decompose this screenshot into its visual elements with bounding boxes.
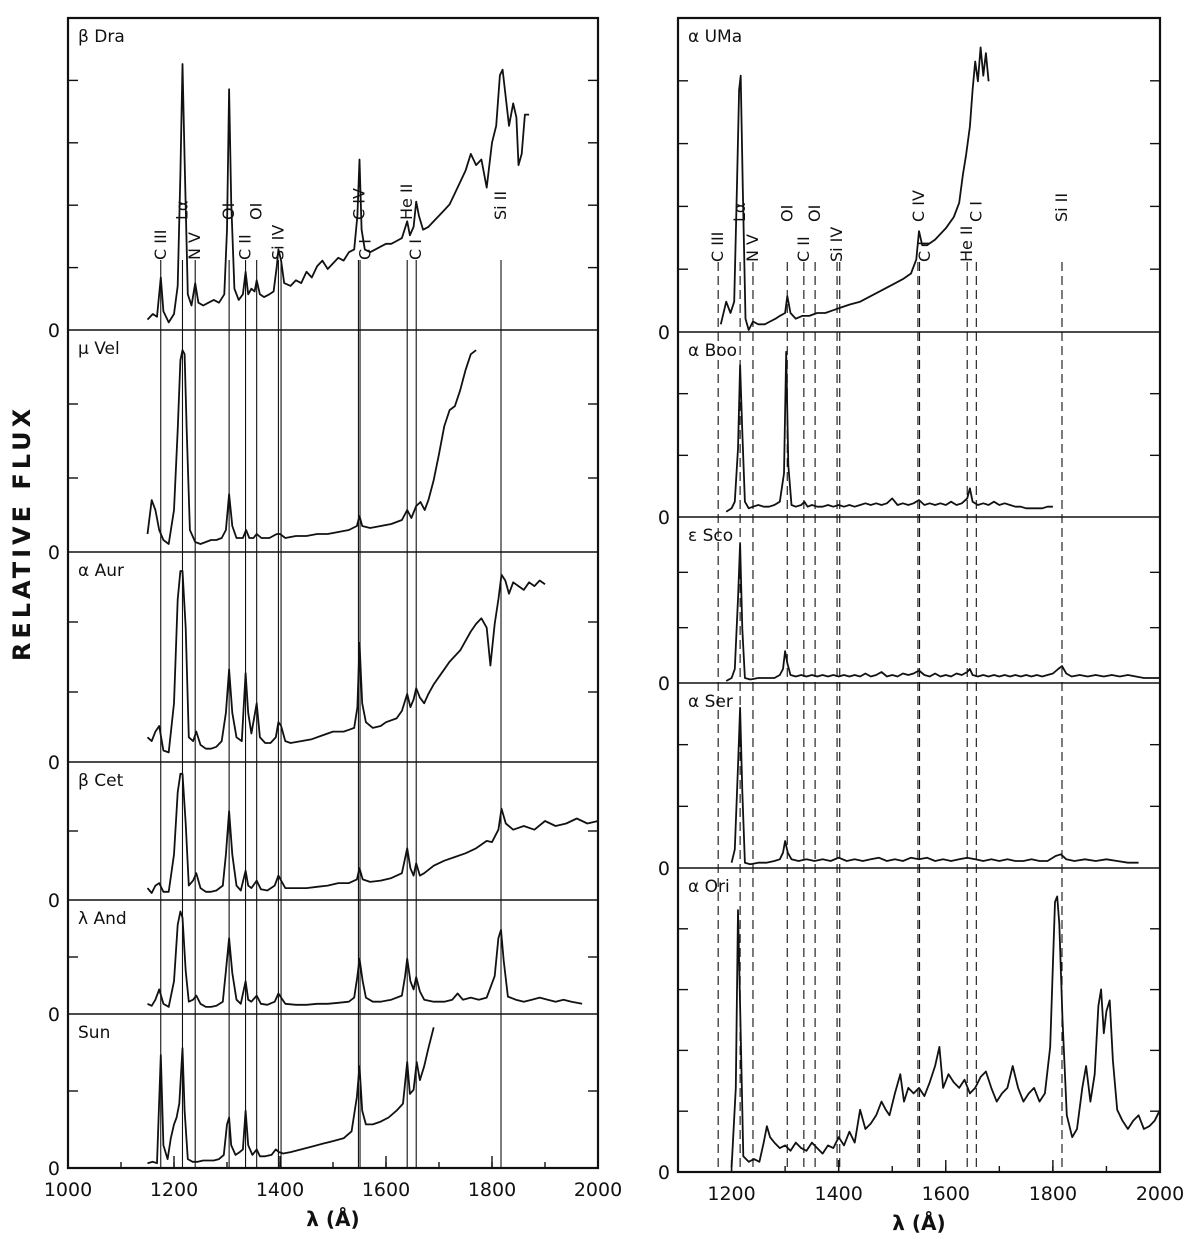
ion-label: C I <box>406 239 425 260</box>
ion-label: Si IV <box>268 225 287 260</box>
spectrum-trace <box>730 895 1161 1168</box>
spectrum-trace <box>725 350 1053 513</box>
spectrum-trace <box>147 910 583 1008</box>
y-axis-label: RELATIVE FLUX <box>8 405 36 661</box>
spectrum-trace <box>146 570 546 754</box>
x-tick-label: 1200 <box>150 1179 198 1201</box>
ion-label: Lα <box>730 203 749 222</box>
x-tick-label: 1800 <box>468 1179 516 1201</box>
star-label: ε Sco <box>688 526 733 546</box>
ion-label: C III <box>708 232 727 262</box>
zero-label: 0 <box>658 322 670 344</box>
ion-label: Si II <box>491 191 510 220</box>
x-tick-label: 2000 <box>574 1179 622 1201</box>
zero-label: 0 <box>658 507 670 529</box>
ion-label: C IV <box>909 190 928 222</box>
spectrum-trace <box>146 772 599 894</box>
ion-label: OI <box>219 203 238 220</box>
star-label: α Aur <box>78 561 124 581</box>
x-tick-label: 1800 <box>1029 1183 1077 1205</box>
x-tick-label: 1400 <box>256 1179 304 1201</box>
ion-label: N V <box>185 232 204 260</box>
zero-label: 0 <box>658 858 670 880</box>
ion-label: OI <box>805 205 824 222</box>
spectrum-trace <box>146 63 530 324</box>
zero-label: 0 <box>48 1004 60 1026</box>
zero-label: 0 <box>48 1158 60 1180</box>
star-label: β Dra <box>78 27 125 47</box>
spectrum-trace <box>730 706 1139 866</box>
zero-label: 0 <box>48 752 60 774</box>
ion-label: C I <box>966 201 985 222</box>
ion-label: C IV <box>350 188 369 220</box>
ion-label: C II <box>794 236 813 262</box>
star-label: λ And <box>78 909 127 929</box>
ion-label: OI <box>247 203 266 220</box>
ion-label: C I <box>355 239 374 260</box>
star-label: α Ori <box>688 877 730 897</box>
spectrum-trace <box>725 542 1160 682</box>
star-label: α Ser <box>688 692 733 712</box>
ion-label: He II <box>957 226 976 262</box>
ion-label: C III <box>151 230 170 260</box>
x-tick-label: 1600 <box>922 1183 970 1205</box>
zero-label: 0 <box>658 673 670 695</box>
zero-label: 0 <box>48 890 60 912</box>
ion-label: Lα <box>172 201 191 220</box>
star-label: α UMa <box>688 27 742 47</box>
ion-label: Si IV <box>827 227 846 262</box>
star-label: Sun <box>78 1023 110 1043</box>
zero-label: 0 <box>48 320 60 342</box>
x-axis-label: λ (Å) <box>892 1211 945 1235</box>
ion-label: Si II <box>1052 193 1071 222</box>
x-tick-label: 1600 <box>362 1179 410 1201</box>
zero-label: 0 <box>48 542 60 564</box>
star-label: μ Vel <box>78 339 120 359</box>
plot-frame-1 <box>66 16 600 1170</box>
x-axis-label: λ (Å) <box>306 1207 359 1231</box>
ion-label: C II <box>236 234 255 260</box>
ion-label: C I <box>915 241 934 262</box>
plot-frame-2 <box>676 16 1162 1174</box>
star-label: β Cet <box>78 771 124 791</box>
zero-label: 0 <box>658 1162 670 1184</box>
x-tick-label: 1200 <box>707 1183 755 1205</box>
ion-label: OI <box>777 205 796 222</box>
ion-label: N V <box>743 234 762 262</box>
spectrum-trace <box>147 1027 435 1165</box>
x-tick-label: 1400 <box>814 1183 862 1205</box>
ion-label: He II <box>397 184 416 220</box>
x-tick-label: 2000 <box>1136 1183 1184 1205</box>
spectrum-trace <box>146 349 477 545</box>
star-label: α Boo <box>688 341 737 361</box>
spectrum-trace <box>719 46 990 331</box>
x-tick-label: 1000 <box>44 1179 92 1201</box>
